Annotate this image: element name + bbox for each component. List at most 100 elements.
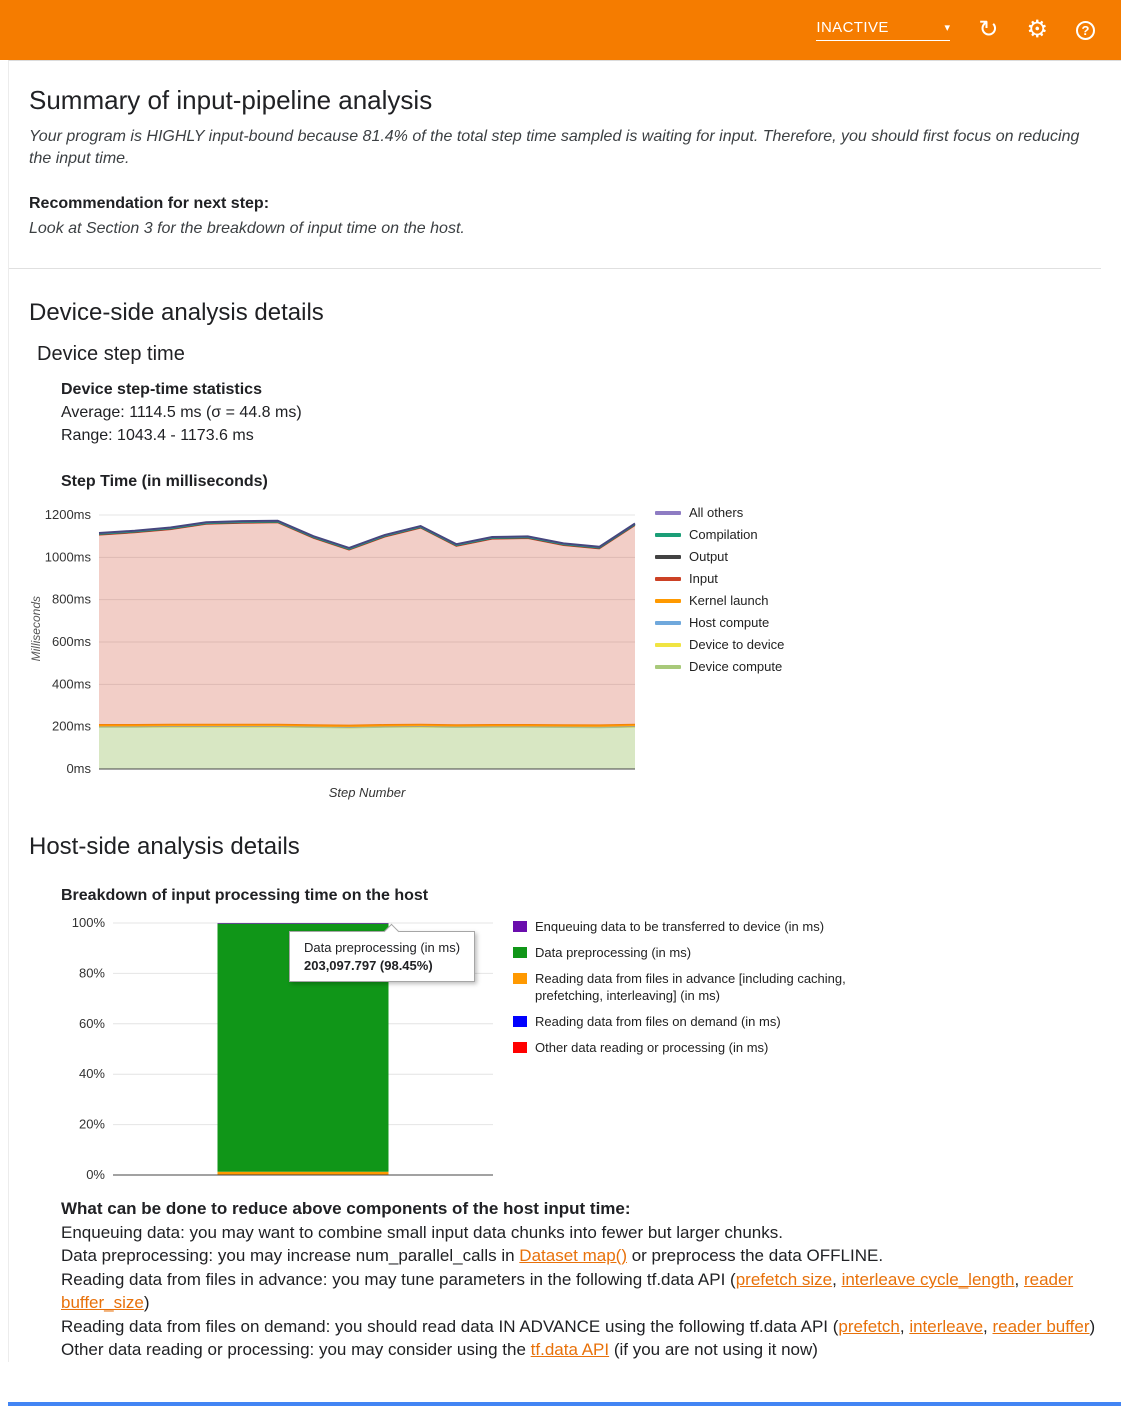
stats-range: Range: 1043.4 - 1173.6 ms xyxy=(61,427,254,445)
legend-item: Enqueuing data to be transferred to devi… xyxy=(513,919,865,936)
legend-label: Enqueuing data to be transferred to devi… xyxy=(535,919,825,935)
legend-item: Compilation xyxy=(655,527,784,542)
advice-line: Other data reading or processing: you ma… xyxy=(61,1340,818,1360)
settings-gear-icon[interactable]: ⚙ xyxy=(1026,16,1048,43)
svg-text:80%: 80% xyxy=(79,966,105,981)
tooltip-value: 203,097.797 (98.45%) xyxy=(304,958,433,974)
host-chart-title: Breakdown of input processing time on th… xyxy=(61,887,429,905)
stats-average: Average: 1114.5 ms (σ = 44.8 ms) xyxy=(61,403,302,421)
legend-item: All others xyxy=(655,505,784,520)
legend-label: Input xyxy=(689,571,718,587)
step-time-legend: All others Compilation Output Input Kernel l… xyxy=(655,505,784,681)
legend-item: Input xyxy=(655,571,784,586)
svg-text:Step Number: Step Number xyxy=(329,785,406,800)
run-status-dropdown[interactable]: INACTIVE ▾ xyxy=(816,19,951,41)
svg-text:20%: 20% xyxy=(79,1117,105,1132)
legend-label: Reading data from files on demand (in ms… xyxy=(535,1013,781,1029)
legend-item: Data preprocessing (in ms) xyxy=(513,945,865,962)
recommendation-label: Recommendation for next step: xyxy=(29,195,270,213)
stats-title: Device step-time statistics xyxy=(61,380,262,398)
run-status-value: INACTIVE xyxy=(816,19,889,36)
legend-swatch xyxy=(655,642,681,647)
advice-link[interactable]: reader buffer xyxy=(992,1316,1090,1336)
legend-label: All others xyxy=(689,505,744,521)
advice-line: Reading data from files in advance: you … xyxy=(61,1269,1074,1313)
legend-label: Device to device xyxy=(689,637,785,653)
legend-swatch xyxy=(655,620,681,625)
legend-item: Device compute xyxy=(655,659,784,674)
svg-text:400ms: 400ms xyxy=(52,677,92,692)
device-step-time-title: Device step time xyxy=(37,342,185,365)
help-icon[interactable]: ? xyxy=(1076,20,1095,40)
legend-item: Reading data from files in advance [incl… xyxy=(513,971,865,1005)
device-step-time-chart[interactable]: 0ms 200ms 400ms 600ms 800ms 1000ms 1200ms Step … xyxy=(43,503,643,803)
refresh-icon[interactable]: ↻ xyxy=(978,16,999,43)
legend-item: Other data reading or processing (in ms) xyxy=(513,1040,865,1057)
host-section-title: Host-side analysis details xyxy=(29,833,300,861)
svg-text:60%: 60% xyxy=(79,1016,105,1031)
legend-swatch xyxy=(513,947,527,959)
device-step-stats: Device step-time statistics Average: 111… xyxy=(61,378,1101,448)
section-divider xyxy=(9,267,1101,269)
legend-swatch xyxy=(513,973,527,985)
advice-section: What can be done to reduce above compone… xyxy=(61,1197,1096,1361)
legend-swatch xyxy=(655,598,681,603)
legend-swatch xyxy=(655,532,681,537)
advice-link[interactable]: interleave xyxy=(909,1316,984,1336)
legend-label: Reading data from files in advance [incl… xyxy=(535,971,846,1004)
legend-swatch xyxy=(513,1041,527,1053)
svg-text:100%: 100% xyxy=(72,917,106,930)
advice-link[interactable]: tf.data API xyxy=(530,1340,610,1360)
svg-text:0%: 0% xyxy=(86,1167,105,1182)
chart-tooltip: Data preprocessing (in ms) 203,097.797 (… xyxy=(289,931,476,983)
legend-swatch xyxy=(655,576,681,581)
tooltip-title: Data preprocessing (in ms) xyxy=(304,940,461,956)
legend-swatch xyxy=(655,510,681,515)
legend-item: Output xyxy=(655,549,784,564)
advice-link[interactable]: prefetch size xyxy=(735,1269,833,1289)
svg-text:800ms: 800ms xyxy=(52,592,92,607)
svg-text:1200ms: 1200ms xyxy=(45,507,92,522)
legend-swatch xyxy=(513,921,527,933)
advice-link[interactable]: prefetch xyxy=(838,1316,900,1336)
legend-item: Device to device xyxy=(655,637,784,652)
bottom-section-divider xyxy=(8,1401,1121,1406)
summary-title: Summary of input-pipeline analysis xyxy=(29,85,433,115)
advice-line: Enqueuing data: you may want to combine … xyxy=(61,1222,783,1242)
legend-item: Host compute xyxy=(655,615,784,630)
svg-text:600ms: 600ms xyxy=(52,634,92,649)
main-content: Summary of input-pipeline analysis Your … xyxy=(8,60,1121,1362)
advice-lines: Enqueuing data: you may want to combine … xyxy=(61,1221,1096,1362)
legend-swatch xyxy=(655,554,681,559)
legend-label: Other data reading or processing (in ms) xyxy=(535,1039,769,1055)
host-breakdown-legend: Enqueuing data to be transferred to devi… xyxy=(513,919,865,1065)
device-section-title: Device-side analysis details xyxy=(29,298,324,326)
legend-item: Reading data from files on demand (in ms… xyxy=(513,1014,865,1031)
advice-line: Data preprocessing: you may increase num… xyxy=(61,1246,884,1266)
legend-label: Device compute xyxy=(689,659,783,675)
legend-label: Compilation xyxy=(689,527,758,543)
host-breakdown-chart-area: 0% 20% 40% 60% 80% 100% Enqueuing data to be … xyxy=(61,917,1101,1187)
device-step-time-chart-area: Milliseconds 0ms 200ms 400ms 600ms 800ms 1000… xyxy=(29,503,1101,803)
y-axis-label: Milliseconds xyxy=(29,595,43,662)
svg-text:1000ms: 1000ms xyxy=(45,550,92,565)
summary-body: Your program is HIGHLY input-bound becau… xyxy=(29,128,1080,167)
advice-link[interactable]: interleave cycle_length xyxy=(841,1269,1015,1289)
legend-label: Kernel launch xyxy=(689,593,769,609)
recommendation-text: Look at Section 3 for the breakdown of i… xyxy=(29,220,465,238)
svg-text:40%: 40% xyxy=(79,1067,105,1082)
step-time-chart-title: Step Time (in milliseconds) xyxy=(61,473,268,491)
advice-link[interactable]: reader buffer_size xyxy=(61,1269,1074,1313)
advice-link[interactable]: Dataset map() xyxy=(519,1246,627,1266)
app-header: INACTIVE ▾ ↻ ⚙ ? xyxy=(0,0,1121,60)
legend-item: Kernel launch xyxy=(655,593,784,608)
svg-text:200ms: 200ms xyxy=(52,719,92,734)
legend-swatch xyxy=(513,1015,527,1027)
advice-line: Reading data from files on demand: you s… xyxy=(61,1316,1096,1336)
dropdown-caret-icon: ▾ xyxy=(944,22,951,34)
svg-text:0ms: 0ms xyxy=(66,761,91,776)
legend-label: Output xyxy=(689,549,729,565)
legend-swatch xyxy=(655,664,681,669)
legend-label: Host compute xyxy=(689,615,770,631)
